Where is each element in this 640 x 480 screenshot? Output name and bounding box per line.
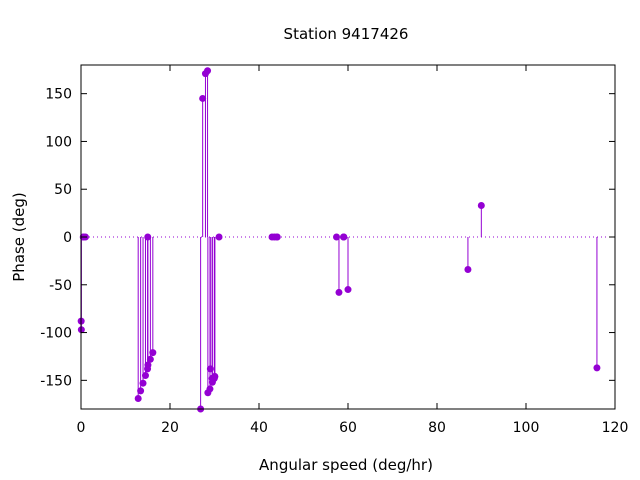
data-point-38 xyxy=(593,364,601,372)
data-point-5 xyxy=(134,394,142,402)
data-point-7 xyxy=(139,379,147,387)
y-tick-label-4: 50 xyxy=(54,182,72,198)
x-tick-label-3: 60 xyxy=(339,420,357,436)
data-point-6 xyxy=(137,387,145,395)
data-marks xyxy=(77,67,615,413)
y-tick-label-5: 100 xyxy=(45,134,72,150)
data-point-17 xyxy=(204,67,212,75)
data-point-25 xyxy=(211,373,219,381)
y-tick-label-0: -150 xyxy=(40,373,72,389)
data-point-10 xyxy=(144,233,152,241)
x-tick-label-2: 40 xyxy=(250,420,268,436)
data-point-20 xyxy=(206,365,214,373)
data-point-12 xyxy=(146,355,154,363)
chart-title: Station 9417426 xyxy=(284,25,409,43)
data-point-30 xyxy=(273,233,281,241)
data-point-36 xyxy=(464,265,472,273)
x-tick-label-5: 100 xyxy=(513,420,540,436)
data-point-19 xyxy=(206,385,214,393)
data-point-8 xyxy=(141,372,149,380)
x-tick-label-0: 0 xyxy=(77,420,86,436)
x-tick-label-4: 80 xyxy=(428,420,446,436)
data-point-15 xyxy=(199,94,207,102)
y-tick-label-2: -50 xyxy=(49,278,72,294)
data-point-11 xyxy=(144,361,152,369)
axes: 0 20 40 60 80 100 120 -150 -100 -50 0 50 100 150 xyxy=(40,64,629,436)
x-tick-label-6: 120 xyxy=(602,420,629,436)
y-axis-label: Phase (deg) xyxy=(10,192,28,282)
data-point-13 xyxy=(149,349,157,357)
y-tick-label-6: 150 xyxy=(45,87,72,103)
x-axis-label: Angular speed (deg/hr) xyxy=(259,456,433,474)
data-point-34 xyxy=(340,233,348,241)
x-tick-label-1: 20 xyxy=(161,420,179,436)
y-tick-label-1: -100 xyxy=(40,326,72,342)
data-point-26 xyxy=(215,233,223,241)
data-point-35 xyxy=(344,286,352,294)
y-tick-label-3: 0 xyxy=(63,230,72,246)
data-point-31 xyxy=(333,233,341,241)
data-point-37 xyxy=(477,201,485,209)
data-point-32 xyxy=(335,288,343,296)
